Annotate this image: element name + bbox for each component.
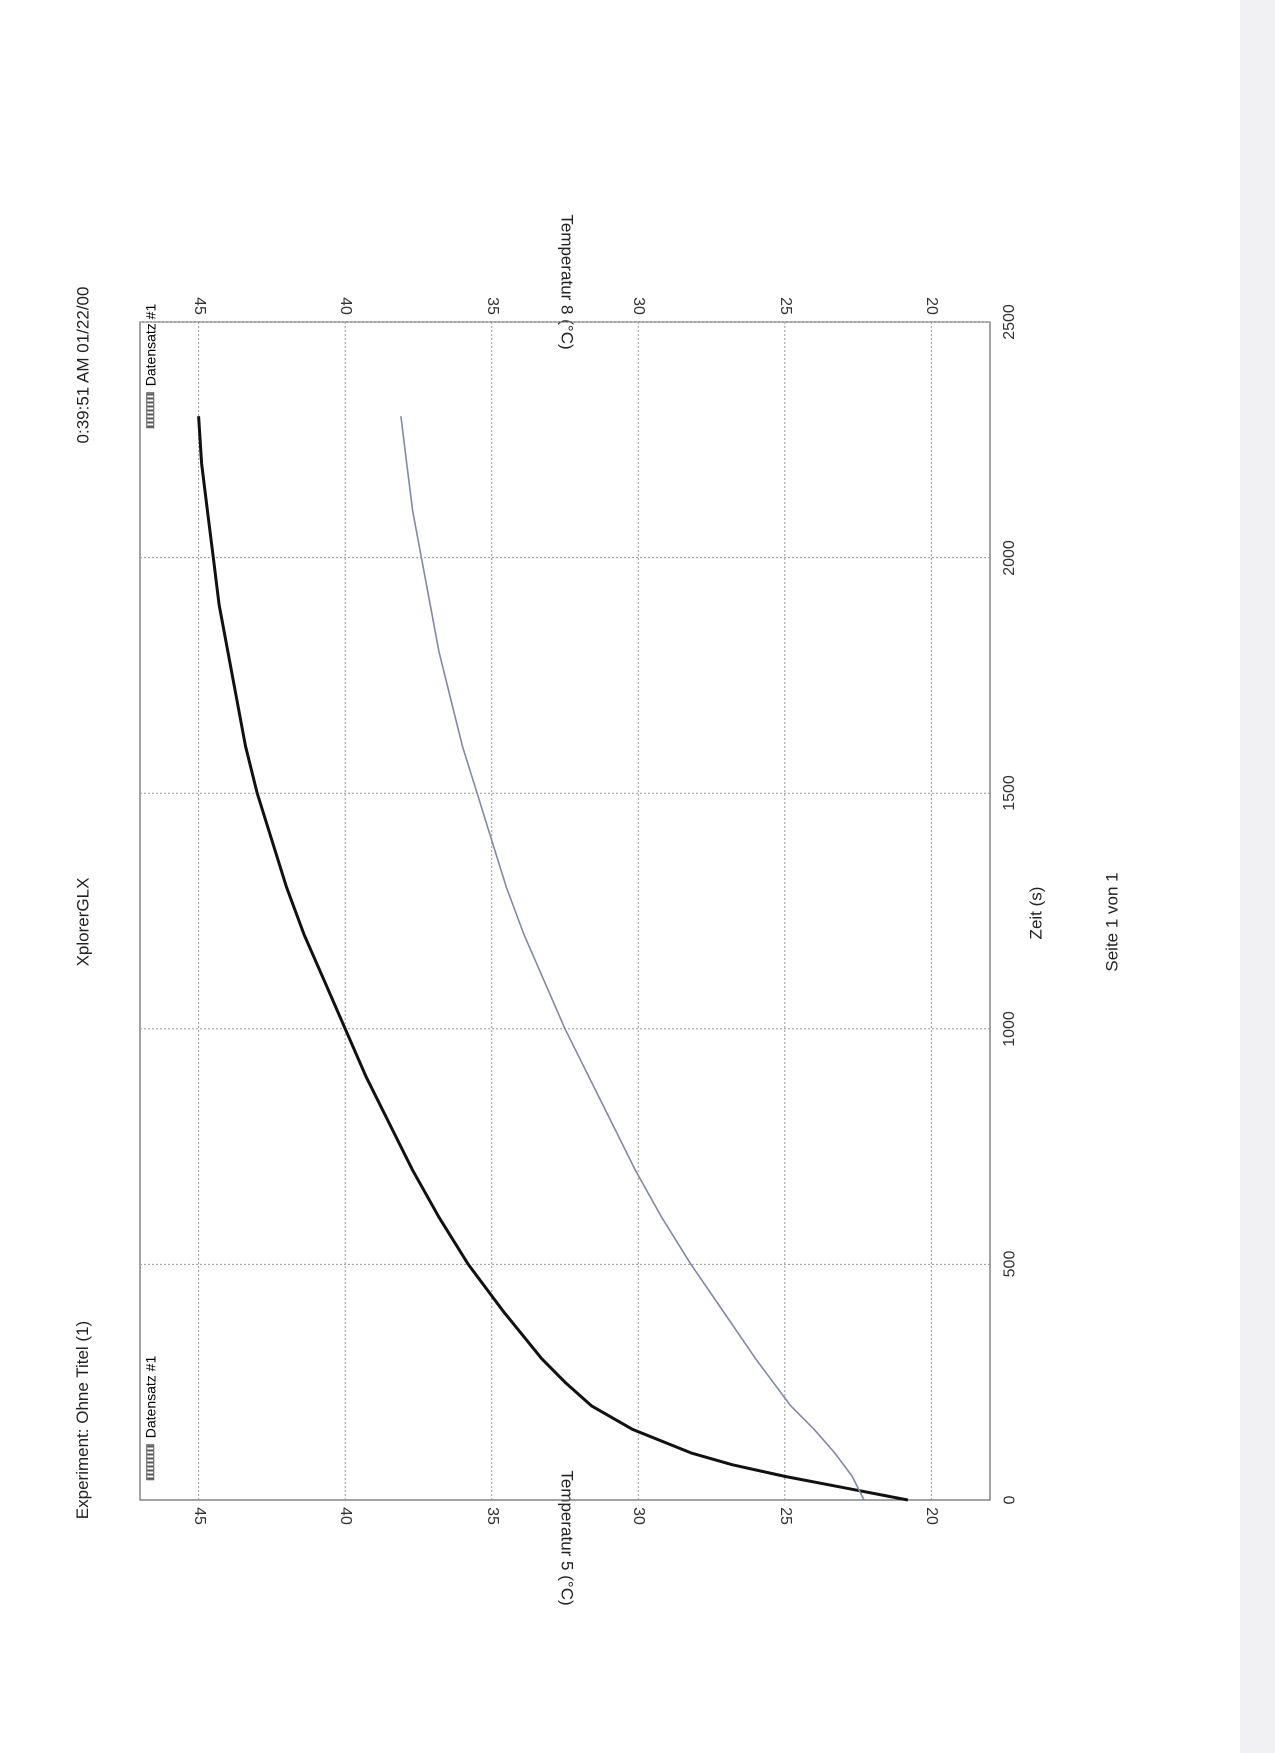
series-line-temperatur-8 xyxy=(400,416,865,1501)
x-tick-label: 1000 xyxy=(1000,1011,1018,1047)
y-left-tick-label: 40 xyxy=(337,1507,355,1525)
plot-frame xyxy=(139,321,991,1501)
x-tick-label: 0 xyxy=(1000,1495,1018,1505)
y-right-tick-label: 25 xyxy=(776,297,794,315)
paper-edge xyxy=(1240,0,1275,1753)
x-tick-label: 2500 xyxy=(1000,304,1018,340)
x-tick-label: 2000 xyxy=(1000,539,1018,576)
y-left-tick-label: 20 xyxy=(923,1507,941,1525)
x-tick-label: 500 xyxy=(1000,1251,1018,1278)
y-left-tick-label: 30 xyxy=(630,1507,648,1525)
y-right-tick-label: 35 xyxy=(483,297,501,315)
y-left-tick-label: 25 xyxy=(776,1507,794,1525)
y-right-tick-label: 30 xyxy=(630,297,648,315)
y-left-tick-label: 35 xyxy=(483,1507,501,1525)
y-right-tick-label: 45 xyxy=(190,297,208,315)
y-left-tick-label: 45 xyxy=(190,1507,208,1525)
y-right-tick-label: 20 xyxy=(923,297,941,315)
y-right-tick-label: 40 xyxy=(337,297,355,315)
x-tick-label: 1500 xyxy=(1000,775,1018,811)
series-line-temperatur-5 xyxy=(197,416,909,1502)
